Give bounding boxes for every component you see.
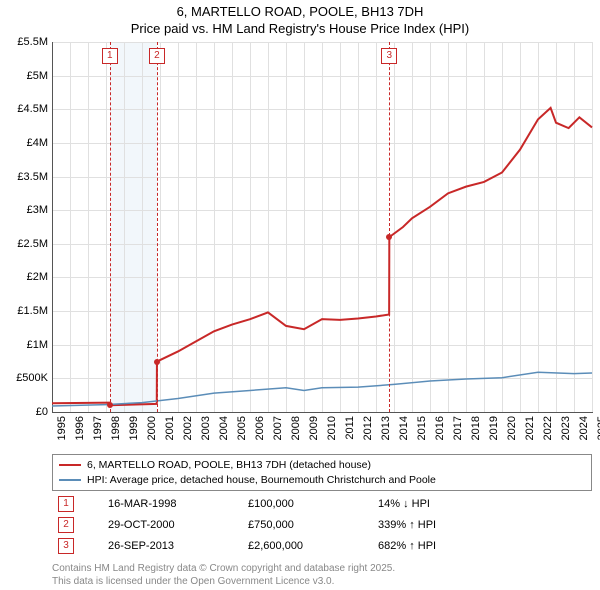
annotation-row-3: 3 26-SEP-2013£2,600,000682% ↑ HPI <box>52 538 592 554</box>
y-tick-label: £2.5M <box>8 238 48 250</box>
marker-box-2: 2 <box>149 48 165 64</box>
series-hpi <box>52 372 592 406</box>
annotation-marker-2: 2 <box>58 517 74 533</box>
x-tick-label: 2018 <box>470 416 482 446</box>
annotation-date: 26-SEP-2013 <box>108 540 248 552</box>
annotation-price: £100,000 <box>248 498 378 510</box>
x-tick-label: 2024 <box>578 416 590 446</box>
marker-dot-3 <box>386 234 392 240</box>
title-line1: 6, MARTELLO ROAD, POOLE, BH13 7DH <box>0 4 600 21</box>
x-tick-label: 1999 <box>128 416 140 446</box>
marker-line-1 <box>110 42 111 412</box>
y-tick-label: £5.5M <box>8 36 48 48</box>
annotation-date: 29-OCT-2000 <box>108 519 248 531</box>
x-tick-label: 2019 <box>488 416 500 446</box>
x-tick-label: 2005 <box>236 416 248 446</box>
y-tick-label: £3M <box>8 204 48 216</box>
x-tick-label: 2023 <box>560 416 572 446</box>
legend-row: HPI: Average price, detached house, Bour… <box>59 473 585 488</box>
x-tick-label: 2008 <box>290 416 302 446</box>
annotation-delta: 339% ↑ HPI <box>378 519 436 531</box>
x-tick-label: 2007 <box>272 416 284 446</box>
legend: 6, MARTELLO ROAD, POOLE, BH13 7DH (detac… <box>52 454 592 491</box>
y-tick-label: £500K <box>8 372 48 384</box>
marker-box-1: 1 <box>102 48 118 64</box>
y-tick-label: £4M <box>8 137 48 149</box>
x-tick-label: 2003 <box>200 416 212 446</box>
y-tick-label: £5M <box>8 70 48 82</box>
x-tick-label: 2015 <box>416 416 428 446</box>
y-tick-label: £2M <box>8 271 48 283</box>
annotation-delta: 682% ↑ HPI <box>378 540 436 552</box>
marker-dot-2 <box>154 359 160 365</box>
y-tick-label: £3.5M <box>8 171 48 183</box>
annotation-price: £750,000 <box>248 519 378 531</box>
x-tick-label: 2016 <box>434 416 446 446</box>
annotation-row-2: 2 29-OCT-2000£750,000339% ↑ HPI <box>52 517 592 533</box>
x-tick-label: 2011 <box>344 416 356 446</box>
x-tick-label: 2012 <box>362 416 374 446</box>
footer: Contains HM Land Registry data © Crown c… <box>52 562 395 588</box>
x-tick-label: 2010 <box>326 416 338 446</box>
annotation-delta: 14% ↓ HPI <box>378 498 430 510</box>
legend-swatch <box>59 479 81 481</box>
x-tick-label: 2001 <box>164 416 176 446</box>
x-tick-label: 2004 <box>218 416 230 446</box>
marker-dot-1 <box>107 402 113 408</box>
x-tick-label: 1997 <box>92 416 104 446</box>
title-line2: Price paid vs. HM Land Registry's House … <box>0 21 600 38</box>
x-tick-label: 2017 <box>452 416 464 446</box>
y-tick-label: £0 <box>8 406 48 418</box>
footer-line2: This data is licensed under the Open Gov… <box>52 575 395 588</box>
chart-container: 6, MARTELLO ROAD, POOLE, BH13 7DH Price … <box>0 0 600 590</box>
x-tick-label: 2020 <box>506 416 518 446</box>
series-price_paid <box>52 108 592 405</box>
x-tick-label: 1995 <box>56 416 68 446</box>
x-tick-label: 2014 <box>398 416 410 446</box>
x-tick-label: 2022 <box>542 416 554 446</box>
y-tick-label: £1M <box>8 339 48 351</box>
y-tick-label: £1.5M <box>8 305 48 317</box>
legend-row: 6, MARTELLO ROAD, POOLE, BH13 7DH (detac… <box>59 458 585 473</box>
y-tick-label: £4.5M <box>8 103 48 115</box>
x-tick-label: 2021 <box>524 416 536 446</box>
marker-line-2 <box>157 42 158 412</box>
annotation-marker-3: 3 <box>58 538 74 554</box>
legend-label: 6, MARTELLO ROAD, POOLE, BH13 7DH (detac… <box>87 458 371 473</box>
x-tick-label: 1996 <box>74 416 86 446</box>
x-tick-label: 2009 <box>308 416 320 446</box>
marker-box-3: 3 <box>381 48 397 64</box>
legend-swatch <box>59 464 81 466</box>
x-tick-label: 2000 <box>146 416 158 446</box>
x-tick-label: 2025 <box>596 416 600 446</box>
x-tick-label: 2006 <box>254 416 266 446</box>
footer-line1: Contains HM Land Registry data © Crown c… <box>52 562 395 575</box>
chart-title: 6, MARTELLO ROAD, POOLE, BH13 7DH Price … <box>0 0 600 38</box>
annotation-row-1: 1 16-MAR-1998£100,00014% ↓ HPI <box>52 496 592 512</box>
annotation-date: 16-MAR-1998 <box>108 498 248 510</box>
marker-line-3 <box>389 42 390 412</box>
annotation-price: £2,600,000 <box>248 540 378 552</box>
legend-label: HPI: Average price, detached house, Bour… <box>87 473 436 488</box>
x-tick-label: 2002 <box>182 416 194 446</box>
x-tick-label: 1998 <box>110 416 122 446</box>
annotation-marker-1: 1 <box>58 496 74 512</box>
chart-svg <box>52 42 592 412</box>
x-tick-label: 2013 <box>380 416 392 446</box>
